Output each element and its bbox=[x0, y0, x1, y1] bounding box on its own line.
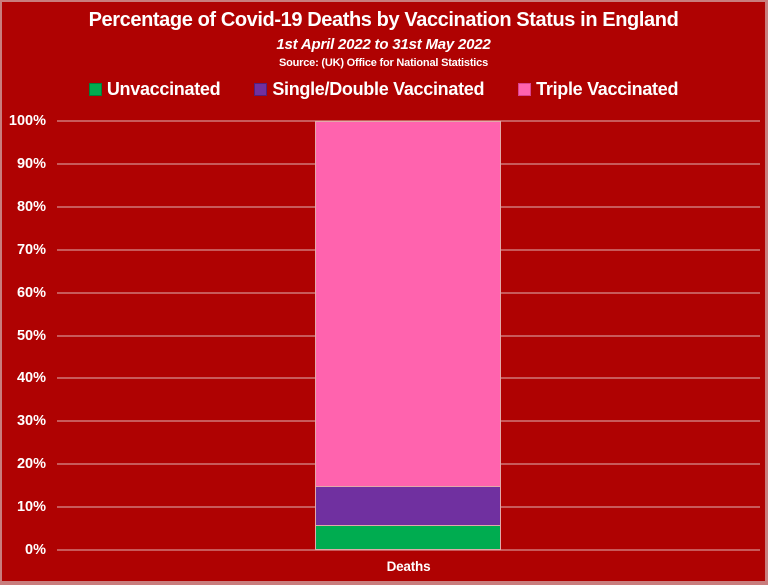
y-tick-label-20: 20% bbox=[16, 456, 46, 473]
plot-area: 0% 10% 20% 30% 40% 50% 60% 70% 80% 90% 100% bbox=[9, 113, 760, 558]
y-tick-label-70: 70% bbox=[16, 241, 46, 258]
chart-subtitle: 1st April 2022 to 31st May 2022 bbox=[276, 36, 491, 53]
legend-item-unvaccinated: Unvaccinated bbox=[88, 79, 221, 100]
stacked-bar bbox=[315, 121, 501, 550]
legend-label: Triple Vaccinated bbox=[536, 79, 679, 99]
x-axis-category-label: Deaths bbox=[386, 559, 431, 574]
y-tick-label-100: 100% bbox=[8, 113, 46, 129]
y-tick-label-90: 90% bbox=[16, 155, 46, 172]
y-tick-label-60: 60% bbox=[16, 284, 46, 301]
chart-title: Percentage of Covid-19 Deaths by Vaccina… bbox=[88, 9, 679, 31]
legend-item-triple-vaccinated: Triple Vaccinated bbox=[518, 79, 678, 100]
legend: Unvaccinated Single/Double Vaccinated Trip… bbox=[2, 79, 765, 100]
bar-segment-triple-vaccinated bbox=[315, 121, 501, 488]
legend-item-single-double-vaccinated: Single/Double Vaccinated bbox=[254, 79, 484, 100]
y-tick-label-10: 10% bbox=[16, 499, 46, 516]
bar-segment-single-double-vaccinated bbox=[315, 487, 501, 526]
y-tick-label-40: 40% bbox=[16, 370, 46, 387]
y-tick-label-80: 80% bbox=[16, 198, 46, 215]
y-tick-label-50: 50% bbox=[16, 327, 46, 344]
source-note: Source: (UK) Office for National Statist… bbox=[279, 57, 488, 69]
legend-swatch-icon bbox=[88, 83, 102, 96]
y-tick-label-30: 30% bbox=[16, 413, 46, 430]
gridline-0 bbox=[57, 549, 760, 551]
legend-label: Single/Double Vaccinated bbox=[272, 79, 485, 99]
legend-label: Unvaccinated bbox=[106, 79, 221, 99]
y-tick-label-0: 0% bbox=[25, 542, 46, 558]
legend-swatch-icon bbox=[518, 83, 532, 96]
bar-segment-unvaccinated bbox=[315, 525, 501, 550]
legend-swatch-icon bbox=[254, 83, 268, 96]
